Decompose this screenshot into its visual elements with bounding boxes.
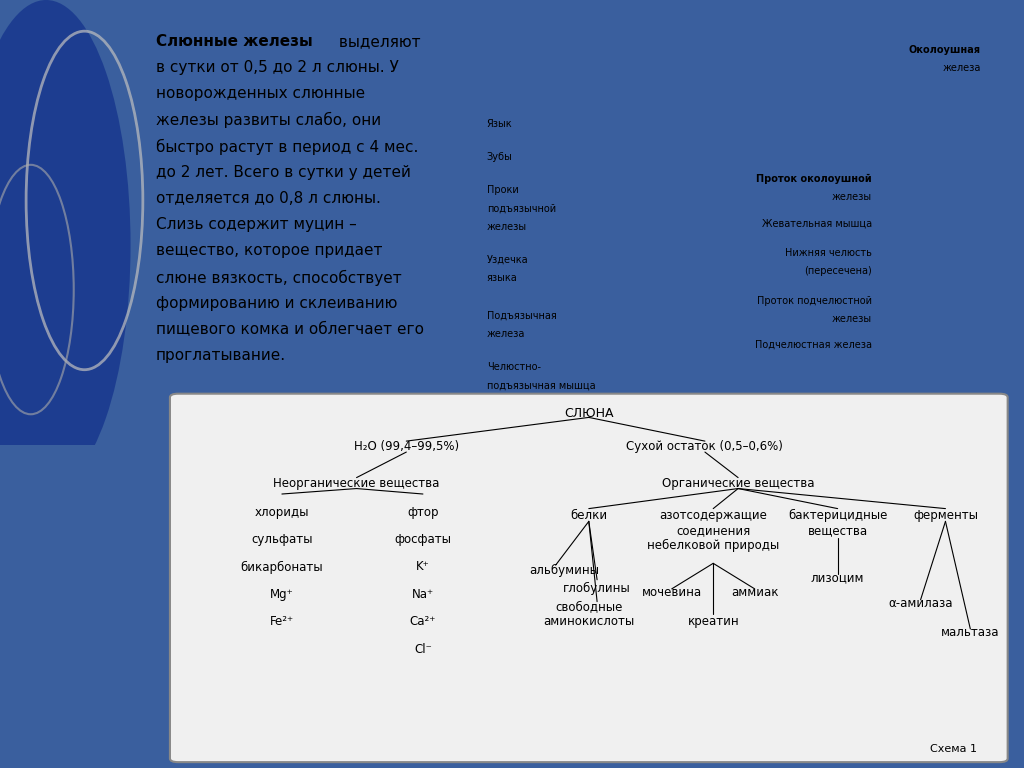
FancyBboxPatch shape	[170, 394, 1008, 762]
Text: (пересечена): (пересечена)	[804, 266, 872, 276]
Text: Жевательная мышца: Жевательная мышца	[762, 218, 872, 228]
Text: Подъязычная: Подъязычная	[486, 310, 556, 320]
Text: формированию и склеиванию: формированию и склеиванию	[156, 296, 397, 310]
Text: свободные: свободные	[555, 601, 623, 614]
Text: новорожденных слюнные: новорожденных слюнные	[156, 86, 365, 101]
Text: лизоцим: лизоцим	[811, 571, 864, 584]
Text: подъязычной: подъязычной	[486, 204, 556, 214]
Text: Fe²⁺: Fe²⁺	[270, 615, 294, 628]
Text: аммиак: аммиак	[731, 586, 778, 599]
Text: Неорганические вещества: Неорганические вещества	[273, 477, 439, 489]
Circle shape	[0, 0, 131, 490]
Text: языка: языка	[486, 273, 517, 283]
Text: глобулины: глобулины	[563, 582, 631, 595]
Text: Органические вещества: Органические вещества	[662, 477, 814, 489]
Text: альбумины: альбумины	[529, 564, 599, 578]
Text: мочевина: мочевина	[642, 586, 701, 599]
Text: H₂O (99,4–99,5%): H₂O (99,4–99,5%)	[353, 440, 459, 453]
Text: Околоушная: Околоушная	[908, 45, 981, 55]
Text: соединения: соединения	[676, 524, 751, 537]
Text: фтор: фтор	[408, 506, 438, 518]
Text: небелковой природы: небелковой природы	[647, 538, 779, 551]
Text: α-амилаза: α-амилаза	[889, 597, 952, 610]
Text: фосфаты: фосфаты	[394, 533, 452, 546]
Text: Подчелюстная железа: Подчелюстная железа	[755, 339, 872, 349]
Text: аминокислоты: аминокислоты	[543, 615, 635, 628]
Text: Проки: Проки	[486, 185, 518, 195]
Text: Схема 1: Схема 1	[930, 744, 977, 754]
Text: Ca²⁺: Ca²⁺	[410, 615, 436, 628]
Text: Слизь содержит муцин –: Слизь содержит муцин –	[156, 217, 356, 232]
Text: железы развиты слабо, они: железы развиты слабо, они	[156, 112, 381, 128]
Text: железы: железы	[831, 192, 872, 202]
Text: Проток околоушной: Проток околоушной	[757, 174, 872, 184]
Text: бактерицидные: бактерицидные	[787, 509, 888, 522]
Text: подъязычная мышца: подъязычная мышца	[486, 380, 595, 390]
Text: азотсодержащие: азотсодержащие	[659, 509, 767, 522]
Text: выделяют: выделяют	[334, 34, 421, 49]
Text: сульфаты: сульфаты	[251, 533, 312, 546]
Text: Mg⁺: Mg⁺	[270, 588, 294, 601]
Text: железа: железа	[486, 329, 525, 339]
Text: ферменты: ферменты	[913, 509, 978, 522]
Text: железы: железы	[486, 222, 526, 232]
Text: Нижняя челюсть: Нижняя челюсть	[785, 247, 872, 257]
Text: бикарбонаты: бикарбонаты	[241, 561, 324, 574]
Text: K⁺: K⁺	[416, 561, 430, 574]
Text: Cl⁻: Cl⁻	[414, 643, 432, 656]
Text: Зубы: Зубы	[486, 152, 513, 162]
Text: Проток подчелюстной: Проток подчелюстной	[757, 296, 872, 306]
Text: в сутки от 0,5 до 2 л слюны. У: в сутки от 0,5 до 2 л слюны. У	[156, 60, 398, 75]
Text: Слюнные железы: Слюнные железы	[156, 34, 312, 49]
Text: вещество, которое придает: вещество, которое придает	[156, 243, 382, 258]
Text: железа: железа	[942, 63, 981, 73]
Text: слюне вязкость, способствует: слюне вязкость, способствует	[156, 270, 401, 286]
Text: отделяется до 0,8 л слюны.: отделяется до 0,8 л слюны.	[156, 190, 381, 206]
Text: Na⁺: Na⁺	[412, 588, 434, 601]
Text: вещества: вещества	[808, 524, 867, 537]
Text: быстро растут в период с 4 мес.: быстро растут в период с 4 мес.	[156, 138, 418, 154]
Text: Сухой остаток (0,5–0,6%): Сухой остаток (0,5–0,6%)	[627, 440, 783, 453]
Text: проглатывание.: проглатывание.	[156, 348, 286, 362]
Text: пищевого комка и облегчает его: пищевого комка и облегчает его	[156, 322, 424, 336]
Text: креатин: креатин	[687, 615, 739, 628]
Text: хлориды: хлориды	[255, 506, 309, 518]
Text: СЛЮНА: СЛЮНА	[564, 407, 613, 420]
Text: железы: железы	[831, 314, 872, 324]
Text: мальтаза: мальтаза	[941, 626, 999, 639]
Text: белки: белки	[570, 509, 607, 522]
Text: до 2 лет. Всего в сутки у детей: до 2 лет. Всего в сутки у детей	[156, 164, 411, 180]
Text: Челюстно-: Челюстно-	[486, 362, 541, 372]
Text: Язык: Язык	[486, 118, 512, 128]
Text: Уздечка: Уздечка	[486, 255, 528, 265]
